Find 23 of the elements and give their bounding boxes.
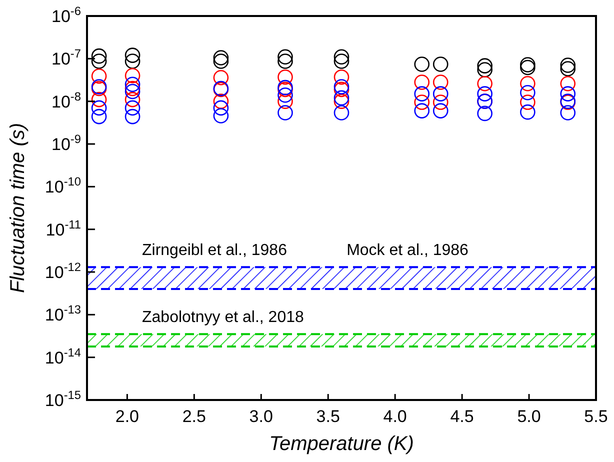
y-tick-label: 10$^{-6}$ (52, 4, 82, 26)
y-tick-label: 10$^{-15}$ (44, 388, 82, 410)
y-tick-label: 10$^{-8}$ (52, 89, 82, 112)
x-tick-label: 3.0 (249, 407, 273, 426)
x-tick-label: 5.5 (584, 407, 608, 426)
x-tick-label: 2.5 (182, 407, 206, 426)
x-tick-label: 4.5 (450, 407, 474, 426)
y-tick-label: 10$^{-14}$ (44, 345, 82, 368)
x-tick-label: 3.5 (316, 407, 340, 426)
y-tick-label: 10$^{-7}$ (52, 46, 82, 69)
y-tick-label: 10$^{-12}$ (44, 260, 82, 282)
x-tick-label: 2.0 (115, 407, 140, 426)
x-tick-label: 4.0 (383, 407, 407, 426)
y-tick-label: 10$^{-10}$ (44, 174, 82, 197)
band-label: Zirngeibl et al., 1986 (142, 242, 288, 260)
y-tick-label: 10$^{-9}$ (52, 132, 82, 154)
ref-line-label: Mock et al., 1986 (346, 242, 469, 260)
y-axis-title: Fluctuation time (s) (7, 122, 29, 294)
x-tick-label: 5.0 (517, 407, 541, 426)
y-tick-label: 10$^{-13}$ (44, 302, 82, 325)
y-tick-label: 10$^{-11}$ (46, 217, 82, 240)
band-label: Zabolotnyy et al., 2018 (142, 309, 304, 326)
x-axis-title: Temperature (K) (269, 433, 414, 455)
